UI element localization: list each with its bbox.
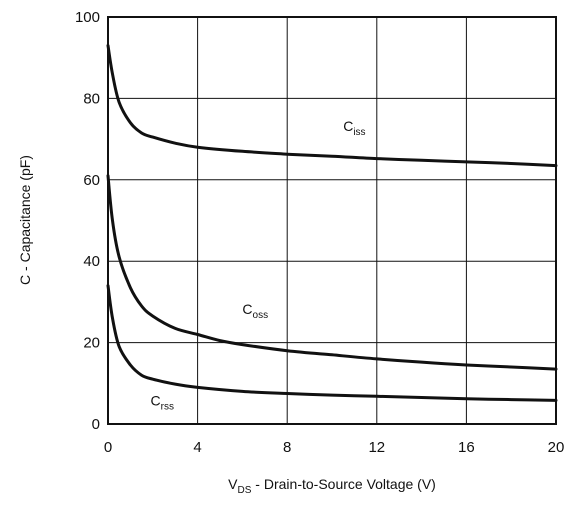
y-tick-label: 60 (83, 172, 100, 189)
x-tick-label: 0 (104, 439, 112, 456)
series-label-crss: Crss (151, 393, 174, 413)
x-tick-label: 12 (368, 439, 385, 456)
y-tick-label: 20 (83, 335, 100, 352)
x-axis-label-suffix: - Drain-to-Source Voltage (V) (251, 476, 435, 492)
grid-lines (108, 17, 556, 424)
series-labels: Ciss Coss Crss (151, 118, 366, 413)
series-line-ciss (106, 44, 558, 168)
x-tick-label: 4 (193, 439, 201, 456)
x-axis-label-subscript: DS (238, 485, 252, 496)
x-tick-label: 20 (548, 439, 565, 456)
y-tick-label: 40 (83, 253, 100, 270)
x-axis-label-prefix: V (228, 476, 238, 492)
series-label-coss: Coss (242, 301, 268, 321)
y-tick-label: 0 (92, 416, 100, 433)
series-line-crss (106, 284, 558, 402)
tick-labels: 0 4 8 12 16 20 0 20 40 60 80 100 (75, 9, 564, 456)
x-tick-label: 8 (283, 439, 291, 456)
y-tick-label: 100 (75, 9, 100, 26)
series-lines (106, 44, 558, 402)
plot-frame (107, 16, 557, 425)
series-line-coss (106, 174, 558, 371)
y-tick-label: 80 (83, 90, 100, 107)
x-axis-label: VDS - Drain-to-Source Voltage (V) (228, 476, 436, 496)
series-label-ciss: Ciss (343, 118, 365, 138)
x-tick-label: 16 (458, 439, 475, 456)
y-axis-label: C - Capacitance (pF) (17, 155, 33, 285)
